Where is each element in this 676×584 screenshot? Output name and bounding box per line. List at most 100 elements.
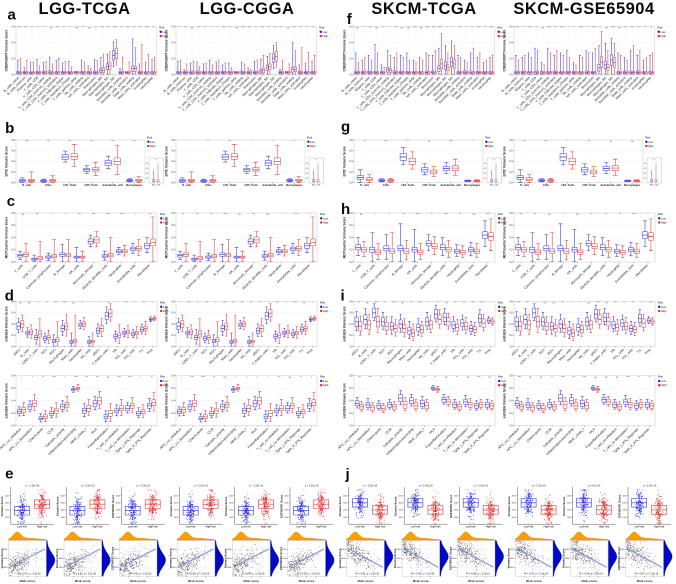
svg-text:2000: 2000 bbox=[229, 510, 233, 512]
svg-text:0.2: 0.2 bbox=[349, 57, 353, 60]
svg-text:****: **** bbox=[544, 141, 548, 143]
svg-text:High-risk: High-risk bbox=[543, 525, 554, 529]
svg-text:Endothelial_cells: Endothelial_cells bbox=[263, 184, 284, 187]
svg-text:ns: ns bbox=[224, 377, 227, 379]
svg-text:0.1: 0.1 bbox=[146, 178, 149, 180]
svg-text:0.0: 0.0 bbox=[349, 182, 353, 185]
svg-text:MCPcounter Immune Score: MCPcounter Immune Score bbox=[343, 216, 347, 258]
svg-text:***: *** bbox=[477, 28, 480, 30]
svg-text:**: ** bbox=[152, 28, 154, 30]
svg-text:CD8_Tcells: CD8_Tcells bbox=[245, 184, 259, 187]
svg-text:c: c bbox=[7, 193, 15, 210]
svg-text:ns: ns bbox=[467, 377, 470, 379]
svg-text:B_cells: B_cells bbox=[22, 184, 31, 187]
svg-text:0.8: 0.8 bbox=[11, 212, 15, 215]
svg-text:0.3: 0.3 bbox=[146, 168, 149, 170]
svg-text:****: **** bbox=[106, 214, 110, 216]
svg-text:DCs: DCs bbox=[378, 348, 386, 356]
svg-text:ns: ns bbox=[75, 28, 78, 30]
svg-text:**: ** bbox=[650, 28, 652, 30]
svg-text:High-risk: High-risk bbox=[205, 525, 216, 529]
svg-text:0.4: 0.4 bbox=[171, 400, 175, 403]
svg-text:*: * bbox=[567, 141, 568, 143]
svg-text:****: **** bbox=[632, 214, 636, 216]
svg-text:**: ** bbox=[599, 28, 601, 30]
svg-text:**: ** bbox=[555, 28, 557, 30]
svg-text:0.6: 0.6 bbox=[509, 312, 513, 315]
svg-text:*: * bbox=[257, 377, 258, 379]
svg-text:****: **** bbox=[117, 377, 121, 379]
svg-text:ns: ns bbox=[588, 303, 591, 305]
svg-text:****: **** bbox=[187, 303, 191, 305]
svg-text:6000: 6000 bbox=[452, 549, 456, 551]
svg-text:2000: 2000 bbox=[60, 510, 64, 512]
svg-text:****: **** bbox=[596, 303, 600, 305]
svg-text:**: ** bbox=[605, 214, 607, 216]
svg-text:***: *** bbox=[196, 214, 199, 216]
svg-text:Risk: Risk bbox=[658, 212, 664, 216]
svg-text:0.0: 0.0 bbox=[509, 261, 513, 264]
svg-text:2000: 2000 bbox=[227, 567, 231, 569]
svg-text:*: * bbox=[215, 303, 216, 305]
svg-text:ESTIMATE Score: ESTIMATE Score bbox=[449, 546, 453, 570]
svg-text:****: **** bbox=[490, 28, 494, 30]
svg-text:****: **** bbox=[547, 28, 551, 30]
svg-text:Low: Low bbox=[323, 379, 328, 383]
svg-text:1000: 1000 bbox=[622, 517, 626, 519]
svg-text:0.2: 0.2 bbox=[349, 412, 353, 415]
svg-text:3000: 3000 bbox=[116, 503, 120, 505]
svg-text:2000: 2000 bbox=[114, 567, 118, 569]
svg-text:****: **** bbox=[592, 28, 596, 30]
svg-text:4000: 4000 bbox=[620, 558, 624, 560]
svg-text:High: High bbox=[501, 34, 507, 38]
svg-text:NK_cells: NK_cells bbox=[650, 185, 660, 187]
svg-text:ns: ns bbox=[552, 303, 555, 305]
svg-text:1000: 1000 bbox=[116, 517, 120, 519]
svg-text:Stromal Score: Stromal Score bbox=[562, 496, 566, 516]
svg-text:1000: 1000 bbox=[398, 517, 402, 519]
svg-text:****: **** bbox=[201, 377, 205, 379]
svg-text:B_cells: B_cells bbox=[518, 348, 529, 359]
svg-text:***: *** bbox=[54, 303, 57, 305]
svg-text:*: * bbox=[472, 141, 473, 143]
svg-text:**: ** bbox=[306, 28, 308, 30]
svg-text:0.0: 0.0 bbox=[349, 73, 353, 76]
svg-text:ESTIMATE Score: ESTIMATE Score bbox=[449, 494, 453, 518]
svg-text:*: * bbox=[375, 214, 376, 216]
svg-text:Treg: Treg bbox=[146, 348, 154, 356]
svg-text:**: ** bbox=[649, 377, 651, 379]
svg-text:Low-risk: Low-risk bbox=[355, 525, 365, 529]
svg-text:0.4: 0.4 bbox=[509, 323, 513, 326]
svg-text:p < 2.22e-16: p < 2.22e-16 bbox=[136, 485, 150, 488]
svg-text:****: **** bbox=[438, 28, 442, 30]
svg-text:****: **** bbox=[444, 214, 448, 216]
svg-text:d: d bbox=[5, 288, 14, 305]
svg-text:ns: ns bbox=[445, 303, 448, 305]
svg-text:0.4: 0.4 bbox=[11, 41, 15, 44]
svg-text:ns: ns bbox=[22, 214, 25, 216]
svg-text:ns: ns bbox=[610, 141, 613, 143]
svg-text:0.4: 0.4 bbox=[11, 323, 15, 326]
svg-text:***: *** bbox=[402, 214, 405, 216]
svg-text:*: * bbox=[186, 141, 187, 143]
svg-text:****: **** bbox=[17, 28, 21, 30]
svg-text:****: **** bbox=[413, 28, 417, 30]
svg-text:*: * bbox=[580, 303, 581, 305]
svg-text:0.4: 0.4 bbox=[349, 160, 353, 163]
svg-text:High: High bbox=[323, 309, 329, 313]
svg-text:Low: Low bbox=[501, 379, 506, 383]
svg-text:Low: Low bbox=[661, 216, 666, 220]
svg-text:0.1: 0.1 bbox=[306, 178, 309, 180]
svg-text:****: **** bbox=[626, 377, 630, 379]
svg-text:pDCs: pDCs bbox=[92, 348, 101, 357]
svg-text:0.4: 0.4 bbox=[171, 160, 175, 163]
svg-text:NK_cells: NK_cells bbox=[490, 185, 500, 187]
svg-text:Low: Low bbox=[648, 140, 653, 144]
svg-text:Risk score: Risk score bbox=[299, 579, 315, 583]
svg-text:R = 0.56, p < 2.2e-16: R = 0.56, p < 2.2e-16 bbox=[187, 573, 210, 576]
svg-text:1000: 1000 bbox=[60, 517, 64, 519]
svg-text:0.8: 0.8 bbox=[509, 139, 513, 142]
svg-text:ns: ns bbox=[631, 141, 634, 143]
svg-text:2000: 2000 bbox=[622, 510, 626, 512]
svg-text:0.0: 0.0 bbox=[171, 182, 175, 185]
